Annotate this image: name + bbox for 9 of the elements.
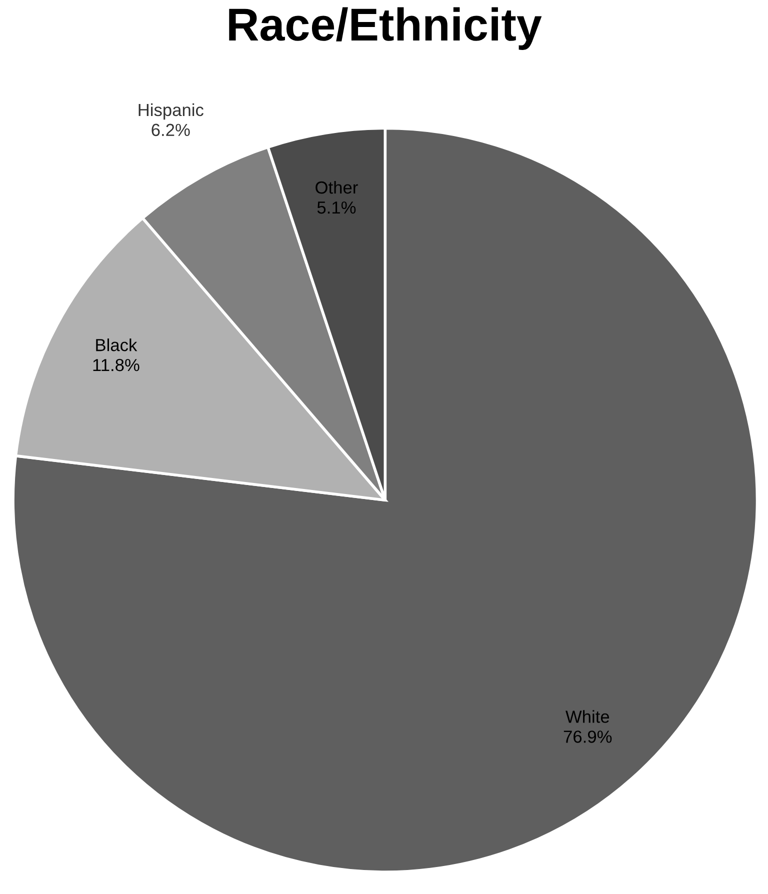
chart-title: Race/Ethnicity <box>229 7 542 50</box>
slice-label: Other <box>316 180 358 194</box>
data-label: 5.1% <box>317 201 356 214</box>
data-label: 76.9% <box>564 730 612 743</box>
data-label: 11.8% <box>93 358 140 372</box>
slice-label: Black <box>96 338 138 352</box>
slice-label: Hispanic <box>138 103 204 120</box>
data-label: 6.2% <box>152 124 190 136</box>
slice-label: White <box>566 710 610 723</box>
